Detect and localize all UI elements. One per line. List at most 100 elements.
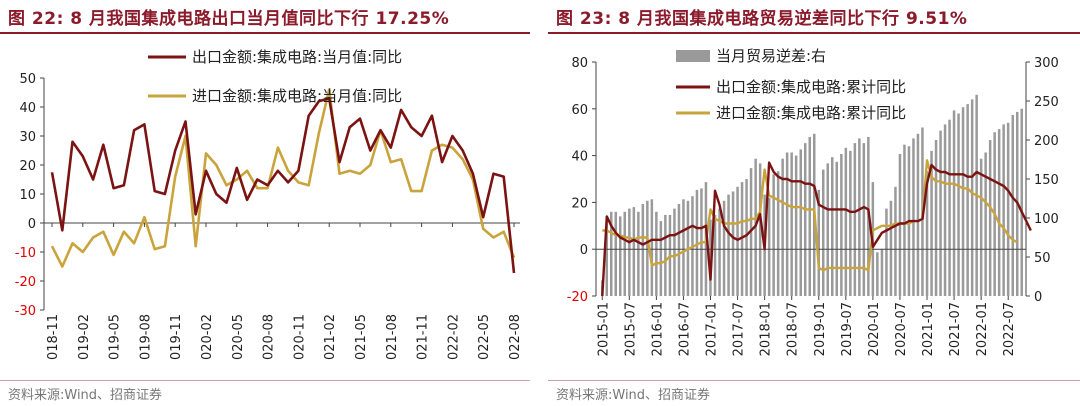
y-tick-label: 20 [571,196,588,211]
chart-panel-left: 图 22: 8 月我国集成电路出口当月值同比下行 17.25% -30 -20 -1… [0,0,530,406]
trade-deficit-bar [808,136,811,296]
trade-deficit-bar [722,200,726,296]
chart-title-right: 图 23: 8 月我国集成电路贸易逆差同比下行 9.51% [556,9,968,29]
x-tick-label: 019-02 [77,314,92,360]
x-tick-label: 2015-01 [596,302,611,356]
trade-deficit-bar [610,211,613,296]
trade-deficit-bar [844,147,848,296]
trade-deficit-bar [673,208,676,296]
legend-label: 出口金额:集成电路:当月值:同比 [192,48,402,66]
series-line-import-cumulative [602,159,1018,272]
series-line-export-cumulative [601,161,1032,297]
y-tick-label: -20 [567,290,588,305]
x-tick-label: 018-11 [46,314,61,360]
trade-deficit-bar [628,208,631,296]
trade-deficit-bar [605,218,608,296]
x-tick-label: 2020-01 [867,302,882,356]
y-tick-label: 0 [28,217,36,232]
x-tick-label: 019-05 [108,314,123,360]
source-rule-right [548,380,1080,381]
trade-deficit-bar [1006,122,1010,296]
source-note-right: 资料来源:Wind、招商证券 [556,388,711,403]
y-tick-label: 50 [19,72,36,87]
trade-deficit-bar [713,214,717,296]
y-tick-label: -10 [15,246,36,261]
x-tick-label: 2022-07 [1002,302,1017,356]
trade-deficit-bar [758,163,762,296]
x-tick-label: 022-05 [477,314,492,360]
trade-deficit-bar [781,158,784,296]
trade-deficit-bar [961,107,965,296]
trade-deficit-bar [817,189,820,296]
x-tick-label: 2021-01 [921,302,936,356]
trade-deficit-bar [916,133,920,296]
x-tick-label: 2019-07 [840,302,855,356]
trade-deficit-bar [934,140,938,296]
trade-deficit-bar [885,208,888,296]
trade-deficit-bar [948,119,951,296]
x-tick-label: 019-11 [169,314,184,360]
x-tick-label: 020-02 [200,314,215,360]
trade-deficit-bar [822,169,825,296]
trade-deficit-bar [984,152,987,296]
trade-deficit-bar [894,186,897,296]
x-tick-label: 022-08 [508,314,523,360]
y-tick-label: 80 [571,56,588,71]
title-rule-right [548,32,1080,34]
x-tick-label: 020-08 [262,314,277,360]
trade-deficit-bar [939,130,942,296]
trade-deficit-bar [623,211,626,296]
y-tick-label: 60 [571,103,588,118]
x-tick-label: 021-02 [323,314,338,360]
series-line-export [50,97,516,274]
trade-deficit-bar [858,138,861,296]
trade-deficit-bar [619,216,622,296]
trade-deficit-bar [876,252,879,296]
trade-deficit-bar [988,140,992,296]
x-tick-label: 2022-01 [975,302,990,356]
trade-deficit-bar [790,152,793,296]
trade-deficit-bar [794,155,798,296]
trade-deficit-bar [1002,124,1005,297]
x-tick-label: 2017-01 [705,302,720,356]
trade-deficit-bar [952,110,956,297]
trade-deficit-bar [776,171,780,296]
chart-panel-right: 图 23: 8 月我国集成电路贸易逆差同比下行 9.51% -20 0 20 40 60… [548,0,1080,406]
trade-deficit-bar [664,214,667,296]
y-tick-label: 20 [19,159,36,174]
y-tick-label: 30 [19,130,36,145]
trade-deficit-bar [731,191,735,296]
trade-deficit-bar [912,138,915,296]
trade-deficit-bar [646,200,649,296]
trade-deficit-bar [637,211,640,296]
x-tick-label: 2021-07 [948,302,963,356]
y-tick-label: 40 [571,150,588,165]
trade-deficit-bar [682,199,685,296]
trade-deficit-bar [1011,115,1014,296]
y-tick-label: -30 [15,304,36,319]
trade-deficit-bar [785,152,789,296]
y2-tick-label: 150 [1034,173,1059,188]
trade-deficit-bar [632,207,636,296]
trade-deficit-bar [925,171,929,296]
series-line-import [50,88,516,268]
trade-deficit-bar [799,149,802,296]
legend-label: 当月贸易逆差:右 [716,47,826,65]
chart-left-svg: -30 -20 -10 0 10 20 30 40 50 018-11 019-02 019-05 01… [15,48,523,360]
x-tick-label: 022-02 [446,314,461,360]
trade-deficit-bar [835,161,838,296]
trade-deficit-bar [898,154,902,296]
y2-tick-label: 200 [1034,134,1059,149]
trade-deficit-bar [641,204,645,296]
trade-deficit-bar [849,150,852,296]
trade-deficit-bar [966,104,969,296]
source-note-left: 资料来源:Wind、招商证券 [8,388,163,403]
x-tick-label: 2016-01 [650,302,665,356]
y2-tick-label: 50 [1034,251,1051,266]
x-tick-label: 020-11 [292,314,307,360]
y2-tick-label: 100 [1034,212,1059,227]
trade-deficit-bar [853,143,857,296]
y-tick-label: 0 [580,243,588,258]
x-tick-label: 019-08 [138,314,153,360]
trade-deficit-bar [740,182,744,296]
